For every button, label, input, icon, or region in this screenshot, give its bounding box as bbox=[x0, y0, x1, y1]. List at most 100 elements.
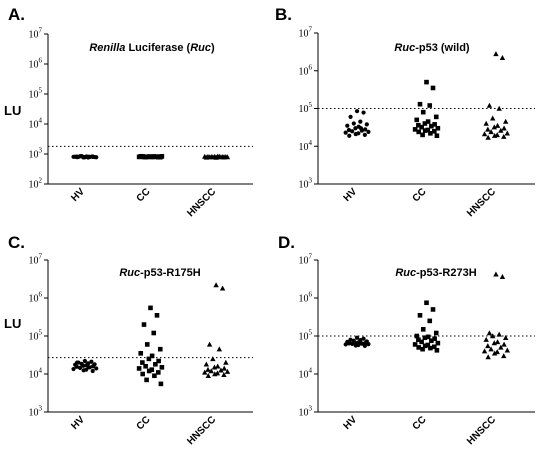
title-italic: Renilla bbox=[89, 42, 125, 54]
tick-base: 10 bbox=[299, 66, 309, 77]
category-label: HNSCC bbox=[465, 414, 498, 447]
data-point-triangle bbox=[489, 115, 496, 121]
data-point-triangle bbox=[491, 124, 498, 130]
data-point-square bbox=[422, 335, 428, 341]
y-axis-label: LU bbox=[4, 103, 21, 118]
category-label: HNSCC bbox=[185, 414, 218, 447]
data-point-circle bbox=[364, 122, 369, 127]
data-point-square bbox=[433, 114, 439, 120]
data-point-triangle bbox=[489, 333, 496, 339]
data-point-square bbox=[146, 154, 152, 159]
data-point-square bbox=[425, 119, 431, 124]
tick-base: 10 bbox=[299, 408, 309, 419]
data-point-square bbox=[158, 154, 164, 159]
data-point-triangle bbox=[499, 55, 506, 61]
data-point-triangle bbox=[491, 340, 498, 346]
data-point-square bbox=[420, 346, 425, 352]
data-point-triangle bbox=[205, 366, 211, 372]
data-point-circle bbox=[361, 336, 366, 341]
data-point-triangle bbox=[483, 120, 489, 126]
data-point-square bbox=[417, 101, 423, 107]
data-point-triangle bbox=[211, 364, 218, 370]
data-point-triangle bbox=[218, 367, 224, 373]
data-point-triangle bbox=[501, 341, 507, 347]
tick-exponent: 3 bbox=[309, 177, 313, 185]
data-point-circle bbox=[351, 121, 356, 126]
y-tick-label: 105 bbox=[299, 329, 313, 343]
data-point-square bbox=[425, 127, 431, 133]
y-tick-label: 106 bbox=[29, 57, 43, 71]
data-point-square bbox=[434, 133, 440, 139]
chart-title: Ruc-p53 (wild) bbox=[394, 42, 470, 54]
y-tick-label: 104 bbox=[29, 117, 43, 131]
tick-base: 10 bbox=[29, 256, 39, 267]
data-point-square bbox=[140, 154, 145, 159]
data-point-circle bbox=[358, 341, 364, 346]
data-point-triangle bbox=[491, 350, 498, 356]
data-point-triangle bbox=[496, 105, 502, 111]
y-tick-label: 105 bbox=[299, 101, 313, 115]
data-point-triangle bbox=[502, 118, 509, 124]
data-point-square bbox=[427, 103, 433, 108]
data-point-triangle bbox=[493, 51, 499, 57]
data-point-triangle bbox=[501, 353, 507, 359]
category-label: CC bbox=[411, 414, 429, 432]
y-tick-label: 107 bbox=[299, 253, 313, 267]
data-point-square bbox=[143, 363, 148, 369]
panel-1: A.Renilla Luciferase (Ruc)LU102103104105… bbox=[4, 5, 253, 219]
data-point-triangle bbox=[219, 285, 226, 291]
data-point-circle bbox=[354, 335, 360, 340]
data-point-triangle bbox=[206, 341, 213, 347]
chart-title: Ruc-p53-R273H bbox=[395, 267, 476, 279]
tick-base: 10 bbox=[299, 180, 309, 191]
y-tick-label: 102 bbox=[29, 177, 43, 191]
data-point-square bbox=[420, 327, 426, 332]
data-point-circle bbox=[350, 341, 355, 346]
panel-letter: B. bbox=[275, 5, 292, 24]
y-tick-label: 106 bbox=[299, 63, 313, 77]
y-tick-label: 107 bbox=[29, 27, 43, 41]
tick-base: 10 bbox=[29, 370, 39, 381]
data-point-circle bbox=[366, 342, 371, 347]
y-axis-label: LU bbox=[4, 316, 21, 331]
data-point-square bbox=[414, 117, 420, 123]
data-point-triangle bbox=[203, 361, 210, 367]
tick-base: 10 bbox=[299, 256, 309, 267]
data-point-square bbox=[419, 339, 424, 345]
y-tick-label: 106 bbox=[29, 291, 43, 305]
data-point-circle bbox=[75, 155, 80, 160]
data-point-triangle bbox=[481, 131, 488, 137]
category-label: CC bbox=[411, 186, 429, 204]
category-label: HV bbox=[342, 414, 360, 432]
data-point-circle bbox=[94, 366, 99, 371]
data-point-triangle bbox=[224, 154, 231, 160]
data-point-circle bbox=[81, 363, 86, 368]
y-tick-label: 103 bbox=[29, 405, 43, 419]
data-point-square bbox=[138, 351, 144, 356]
data-point-circle bbox=[353, 131, 358, 137]
data-point-square bbox=[429, 123, 434, 129]
tick-base: 10 bbox=[29, 60, 39, 71]
tick-base: 10 bbox=[299, 142, 309, 153]
data-point-triangle bbox=[501, 125, 507, 131]
data-point-circle bbox=[366, 129, 371, 134]
data-point-triangle bbox=[212, 371, 218, 377]
data-point-square bbox=[416, 337, 421, 342]
y-tick-label: 107 bbox=[299, 26, 313, 40]
title-italic: Ruc bbox=[394, 42, 415, 54]
data-point-circle bbox=[347, 133, 352, 138]
title-italic-2: Ruc bbox=[190, 42, 211, 54]
data-point-triangle bbox=[208, 368, 214, 374]
data-point-square bbox=[151, 330, 157, 336]
data-point-square bbox=[412, 127, 418, 132]
data-point-circle bbox=[82, 358, 87, 364]
data-point-triangle bbox=[501, 133, 507, 139]
data-point-triangle bbox=[493, 271, 499, 277]
data-point-circle bbox=[363, 127, 368, 132]
data-point-circle bbox=[354, 109, 360, 114]
data-point-square bbox=[140, 371, 145, 377]
data-point-triangle bbox=[486, 330, 493, 336]
tick-base: 10 bbox=[29, 150, 39, 161]
category-label: CC bbox=[135, 186, 153, 204]
